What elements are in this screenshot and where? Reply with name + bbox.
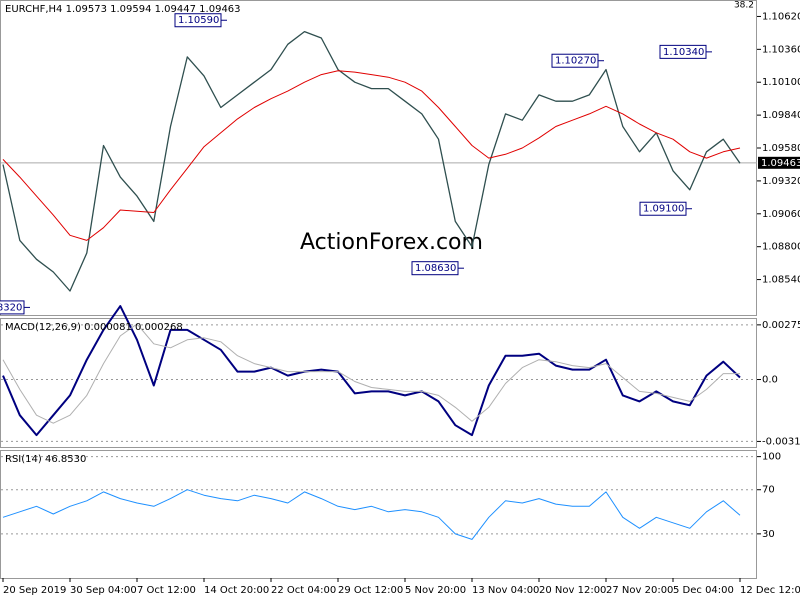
y-tick-label: 1.09840 (762, 110, 800, 121)
current-price-box (758, 156, 800, 169)
series-line (2, 323, 740, 424)
x-tick-label: 30 Sep 04:00 (70, 585, 137, 596)
x-tick-label: 14 Oct 20:00 (204, 585, 269, 596)
x-tick-label: 5 Dec 04:00 (673, 585, 734, 596)
panel-title: RSI(14) 46.8530 (5, 454, 86, 465)
annotation-label: 1.10340 (663, 47, 704, 58)
annotation-label: 1.10590 (178, 15, 219, 26)
annotation-box (0, 300, 25, 315)
y-tick-label: 70 (762, 485, 775, 496)
y-tick-label: 100 (762, 452, 781, 463)
y-tick-label: 1.09580 (762, 143, 800, 154)
fibo-label: 38.2 (734, 1, 754, 11)
y-tick-label: 1.10100 (762, 77, 800, 88)
current-price-label: 1.09463 (761, 158, 800, 169)
annotation-box (639, 201, 687, 216)
series-line (2, 70, 741, 241)
x-tick-label: 12 Dec 12:00 (740, 585, 800, 596)
y-tick-label: -0.003119 (762, 436, 800, 447)
annotation-label: 1.08630 (415, 263, 456, 274)
series-line (2, 489, 741, 540)
y-tick-label: 1.09320 (762, 176, 800, 187)
panel-title: MACD(12,26,9) 0.000081 0.000268 (5, 322, 183, 333)
y-tick-label: 1.10620 (762, 11, 800, 22)
annotation-label: 1.10270 (555, 56, 596, 67)
y-tick-label: 1.08800 (762, 242, 800, 253)
y-tick-label: 30 (762, 529, 775, 540)
x-tick-label: 22 Oct 04:00 (271, 585, 336, 596)
x-tick-label: 20 Nov 12:00 (539, 585, 606, 596)
annotation-box (551, 53, 599, 68)
watermark: ActionForex.com (300, 230, 483, 255)
x-tick-label: 20 Sep 2019 (3, 585, 66, 596)
annotation-box (174, 13, 222, 28)
x-tick-label: 5 Nov 20:00 (405, 585, 466, 596)
x-tick-label: 29 Oct 12:00 (338, 585, 403, 596)
x-tick-label: 13 Nov 04:00 (472, 585, 539, 596)
annotation-box (659, 44, 707, 59)
panel-title: EURCHF,H4 1.09573 1.09594 1.09447 1.0946… (5, 4, 241, 15)
annotation-label: 1.09100 (643, 204, 684, 215)
annotation-box (411, 261, 459, 276)
y-tick-label: 0.002754 (762, 320, 800, 331)
macd-panel (0, 318, 757, 448)
rsi-panel (0, 450, 757, 579)
y-tick-label: 1.08540 (762, 275, 800, 286)
y-tick-label: 1.09060 (762, 209, 800, 220)
y-tick-label: 0.0 (762, 375, 778, 386)
series-line (2, 305, 741, 437)
x-tick-label: 7 Oct 12:00 (137, 585, 196, 596)
series-line (2, 30, 741, 292)
price-panel (0, 0, 757, 316)
y-tick-label: 1.10360 (762, 44, 800, 55)
x-tick-label: 27 Nov 20:00 (606, 585, 673, 596)
